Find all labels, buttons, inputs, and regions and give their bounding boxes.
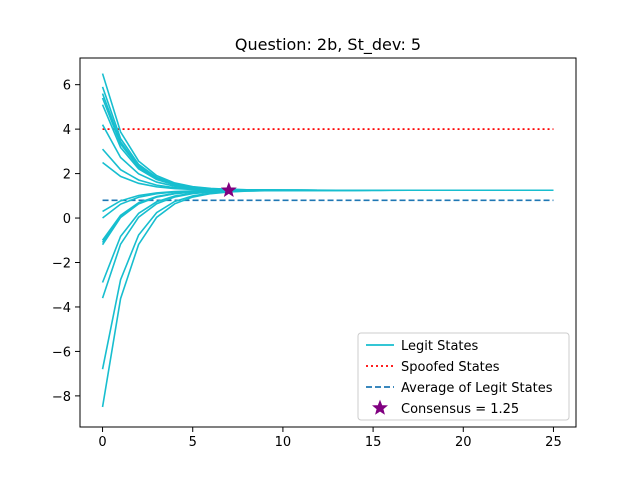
legit-series-7	[102, 161, 554, 192]
consensus-marker	[220, 181, 237, 198]
y-tick-label-0: 0	[63, 212, 71, 227]
legend-label-3: Consensus = 1.25	[401, 402, 519, 417]
legit-series-1	[101, 86, 554, 192]
x-tick-label-10: 10	[275, 435, 292, 450]
legend-label-0: Legit States	[401, 339, 479, 354]
x-tick-label-25: 25	[545, 435, 562, 450]
legend: Legit States Spoofed States Average of Leg…	[357, 332, 570, 421]
y-tick-label--2: −2	[52, 257, 71, 272]
y-tick-label-2: 2	[63, 168, 71, 183]
x-tick-label-0: 0	[98, 435, 106, 450]
y-tick-label--6: −6	[52, 345, 71, 360]
x-tick-label-20: 20	[455, 435, 472, 450]
series-layer	[101, 73, 554, 408]
legit-series-16	[101, 189, 554, 408]
plot-frame	[79, 57, 577, 428]
legit-series-4	[101, 104, 554, 192]
chart-title: Question: 2b, St_dev: 5	[235, 35, 421, 55]
x-tick-label-15: 15	[365, 435, 382, 450]
axis-layer: 0 5 10 15 20 25 −8 −6 −4 −2 0 2 4 6	[52, 57, 577, 450]
legend-label-2: Average of Legit States	[401, 381, 553, 396]
y-tick-label-6: 6	[63, 79, 71, 94]
x-tick-label-5: 5	[189, 435, 197, 450]
y-tick-label-4: 4	[63, 123, 71, 138]
legit-series-3	[101, 97, 554, 192]
y-tick-label--8: −8	[52, 390, 71, 405]
legend-swatch-consensus	[372, 399, 388, 415]
y-tick-label--4: −4	[52, 301, 71, 316]
legit-series-2	[101, 93, 554, 192]
legend-box	[357, 332, 570, 421]
legend-label-1: Spoofed States	[401, 360, 500, 375]
legit-series-0	[101, 73, 554, 192]
